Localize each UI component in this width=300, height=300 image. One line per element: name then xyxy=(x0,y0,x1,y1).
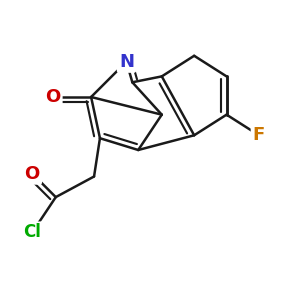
Text: O: O xyxy=(25,165,40,183)
Text: Cl: Cl xyxy=(23,224,41,242)
Text: O: O xyxy=(45,88,61,106)
Text: F: F xyxy=(253,126,265,144)
Text: N: N xyxy=(119,53,134,71)
